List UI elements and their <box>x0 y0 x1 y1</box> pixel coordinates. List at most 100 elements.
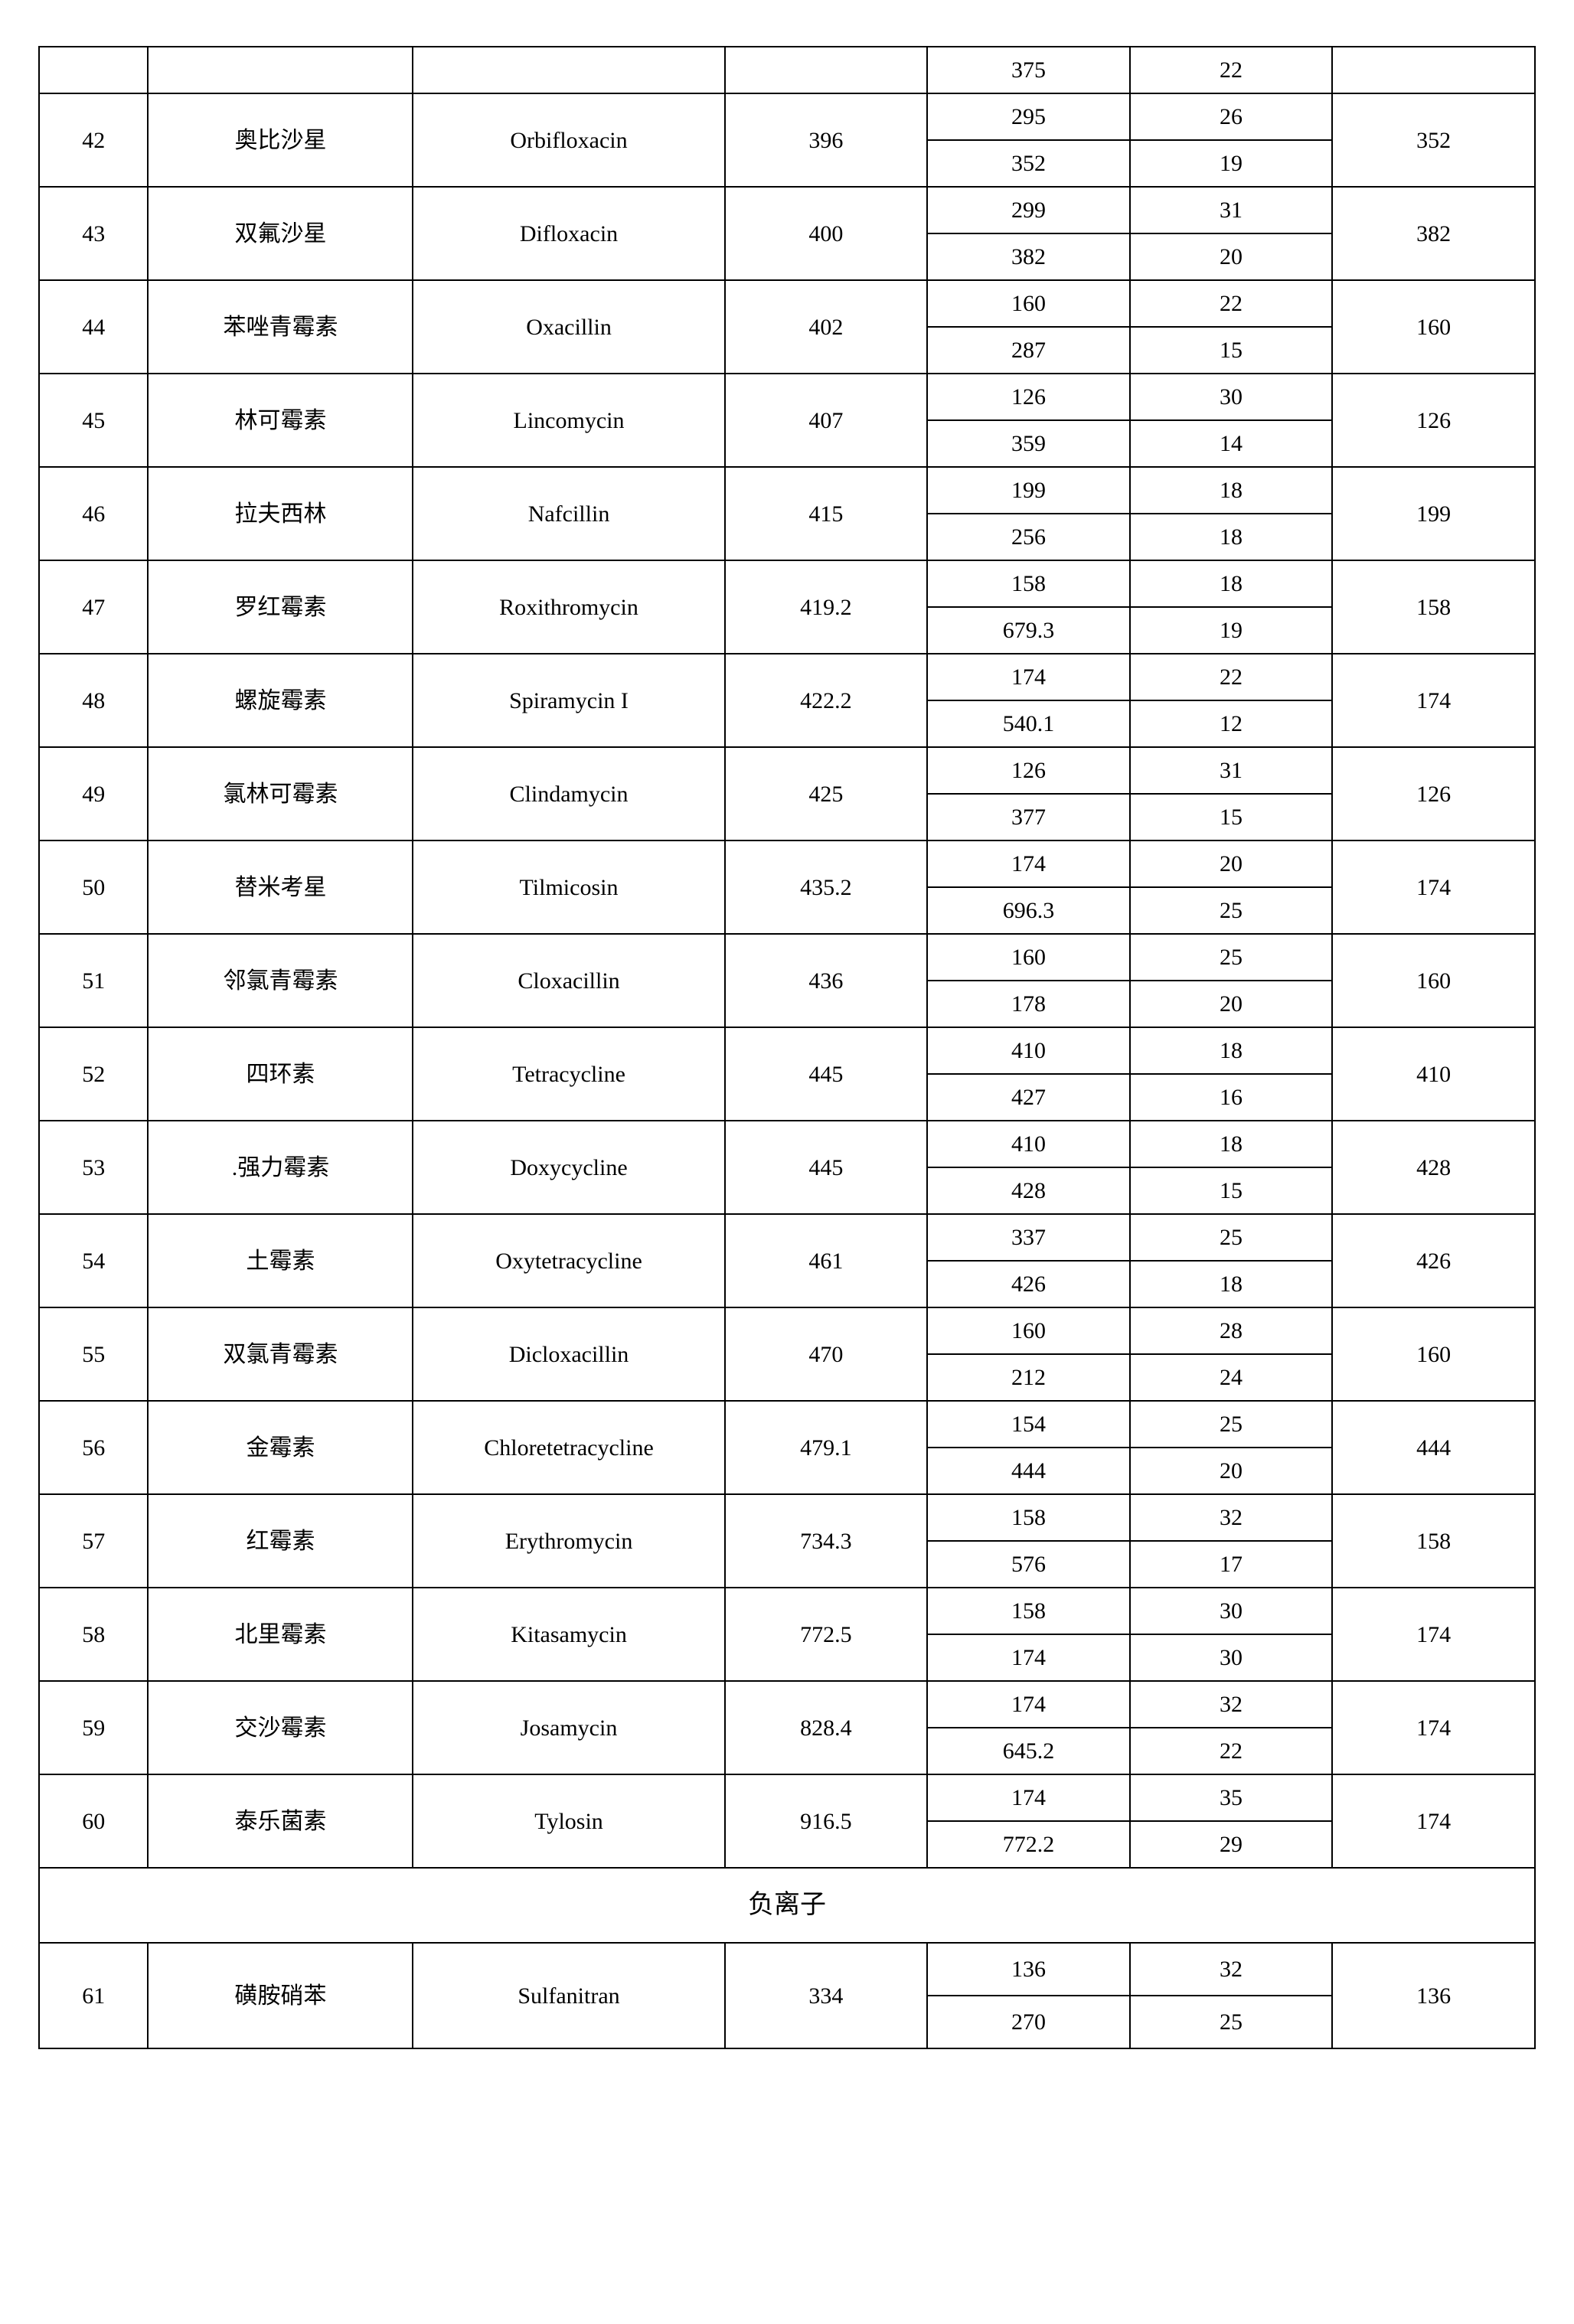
cell-cn: 拉夫西林 <box>148 467 413 560</box>
section-header-row: 负离子 <box>39 1868 1535 1943</box>
cell-v5: 295 <box>927 93 1130 140</box>
cell-v5: 174 <box>927 1774 1130 1821</box>
cell-v7: 160 <box>1332 934 1535 1027</box>
cell-v5: 359 <box>927 420 1130 467</box>
cell-v5: 160 <box>927 934 1130 981</box>
cell-v7: 160 <box>1332 1307 1535 1401</box>
cell-v6: 25 <box>1130 887 1333 934</box>
cell-v7: 158 <box>1332 1494 1535 1588</box>
table-row: 57红霉素Erythromycin734.315832158 <box>39 1494 1535 1541</box>
cell-num: 54 <box>39 1214 148 1307</box>
cell-v6: 32 <box>1130 1681 1333 1728</box>
table-row: 60泰乐菌素Tylosin916.517435174 <box>39 1774 1535 1821</box>
cell-v7: 174 <box>1332 840 1535 934</box>
table-row: 58北里霉素Kitasamycin772.515830174 <box>39 1588 1535 1634</box>
cell-v6: 16 <box>1130 1074 1333 1121</box>
cell-v5: 428 <box>927 1167 1130 1214</box>
cell-v7: 174 <box>1332 1774 1535 1868</box>
cell-v6: 20 <box>1130 233 1333 280</box>
cell-v6: 31 <box>1130 747 1333 794</box>
cell-en: Cloxacillin <box>413 934 724 1027</box>
table-row: 59交沙霉素Josamycin828.417432174 <box>39 1681 1535 1728</box>
cell-v4: 407 <box>725 374 928 467</box>
cell-v6: 22 <box>1130 47 1333 93</box>
cell-v5: 377 <box>927 794 1130 840</box>
cell-v4: 734.3 <box>725 1494 928 1588</box>
cell-v5: 136 <box>927 1943 1130 1996</box>
cell-en: Tetracycline <box>413 1027 724 1121</box>
cell-v5: 174 <box>927 1681 1130 1728</box>
cell-v5: 444 <box>927 1448 1130 1494</box>
cell-v7: 160 <box>1332 280 1535 374</box>
cell-v4 <box>725 47 928 93</box>
cell-v6: 18 <box>1130 1121 1333 1167</box>
cell-num: 53 <box>39 1121 148 1214</box>
table-row: 50替米考星Tilmicosin435.217420174 <box>39 840 1535 887</box>
cell-v6: 30 <box>1130 1588 1333 1634</box>
cell-v7: 382 <box>1332 187 1535 280</box>
cell-v6: 19 <box>1130 607 1333 654</box>
cell-cn: 土霉素 <box>148 1214 413 1307</box>
cell-cn: 四环素 <box>148 1027 413 1121</box>
cell-v4: 419.2 <box>725 560 928 654</box>
cell-v6: 25 <box>1130 1996 1333 2048</box>
cell-num: 56 <box>39 1401 148 1494</box>
cell-num: 60 <box>39 1774 148 1868</box>
cell-en: Josamycin <box>413 1681 724 1774</box>
cell-en: Tilmicosin <box>413 840 724 934</box>
cell-v5: 199 <box>927 467 1130 514</box>
cell-num: 55 <box>39 1307 148 1401</box>
cell-v6: 15 <box>1130 1167 1333 1214</box>
cell-v5: 174 <box>927 654 1130 700</box>
cell-v5: 299 <box>927 187 1130 233</box>
cell-v6: 18 <box>1130 1027 1333 1074</box>
cell-cn: 邻氯青霉素 <box>148 934 413 1027</box>
cell-cn: 奥比沙星 <box>148 93 413 187</box>
cell-v7: 126 <box>1332 747 1535 840</box>
cell-v6: 20 <box>1130 1448 1333 1494</box>
cell-en: Sulfanitran <box>413 1943 724 2048</box>
cell-v4: 445 <box>725 1121 928 1214</box>
cell-en: Doxycycline <box>413 1121 724 1214</box>
cell-v6: 18 <box>1130 467 1333 514</box>
cell-v7: 444 <box>1332 1401 1535 1494</box>
cell-num: 61 <box>39 1943 148 2048</box>
cell-num <box>39 47 148 93</box>
cell-v6: 30 <box>1130 374 1333 420</box>
cell-v6: 14 <box>1130 420 1333 467</box>
cell-v5: 375 <box>927 47 1130 93</box>
cell-v5: 696.3 <box>927 887 1130 934</box>
cell-num: 45 <box>39 374 148 467</box>
cell-cn: 双氟沙星 <box>148 187 413 280</box>
cell-v6: 15 <box>1130 794 1333 840</box>
cell-v5: 576 <box>927 1541 1130 1588</box>
cell-v5: 352 <box>927 140 1130 187</box>
cell-v6: 12 <box>1130 700 1333 747</box>
cell-v5: 158 <box>927 560 1130 607</box>
cell-v6: 29 <box>1130 1821 1333 1868</box>
cell-v7: 136 <box>1332 1943 1535 2048</box>
cell-v6: 32 <box>1130 1494 1333 1541</box>
cell-v6: 18 <box>1130 560 1333 607</box>
table-row: 43双氟沙星Difloxacin40029931382 <box>39 187 1535 233</box>
cell-cn: 磺胺硝苯 <box>148 1943 413 2048</box>
cell-v5: 160 <box>927 280 1130 327</box>
cell-en: Clindamycin <box>413 747 724 840</box>
cell-v7: 174 <box>1332 1681 1535 1774</box>
cell-v4: 470 <box>725 1307 928 1401</box>
cell-num: 51 <box>39 934 148 1027</box>
cell-en <box>413 47 724 93</box>
cell-v5: 126 <box>927 374 1130 420</box>
cell-cn: 氯林可霉素 <box>148 747 413 840</box>
cell-v5: 772.2 <box>927 1821 1130 1868</box>
table-row: 55双氯青霉素Dicloxacillin47016028160 <box>39 1307 1535 1354</box>
cell-v4: 916.5 <box>725 1774 928 1868</box>
table-row: 54土霉素Oxytetracycline46133725426 <box>39 1214 1535 1261</box>
cell-v5: 154 <box>927 1401 1130 1448</box>
cell-v6: 20 <box>1130 840 1333 887</box>
table-row: 37522 <box>39 47 1535 93</box>
cell-num: 49 <box>39 747 148 840</box>
cell-v5: 540.1 <box>927 700 1130 747</box>
cell-v4: 422.2 <box>725 654 928 747</box>
table-row: 53.强力霉素Doxycycline44541018428 <box>39 1121 1535 1167</box>
